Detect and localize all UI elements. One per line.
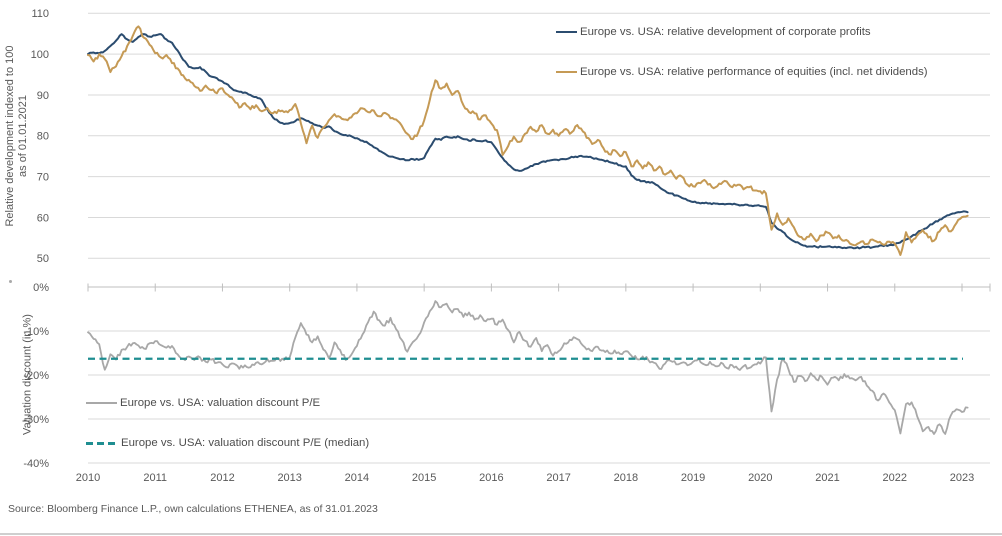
x-tick-label: 2013 xyxy=(277,472,301,484)
legend-label-valuation-discount-median: Europe vs. USA: valuation discount P/E (… xyxy=(121,437,370,449)
x-tick-label: 2019 xyxy=(681,472,705,484)
x-tick-label: 2015 xyxy=(412,472,436,484)
top-y-axis-title-line2: as of 01.01.2021 xyxy=(17,95,29,177)
y-tick-label: 100 xyxy=(31,49,49,61)
legend-item-equities: Europe vs. USA: relative performance of … xyxy=(556,66,928,78)
series-line-equities xyxy=(87,25,969,256)
y-tick-label: 0% xyxy=(33,282,49,294)
blue-line-sample-icon xyxy=(556,31,577,33)
bottom-border-line xyxy=(0,533,1002,535)
x-tick-label: 2011 xyxy=(143,472,167,484)
gray-line-sample-icon xyxy=(86,402,117,404)
x-tick-label: 2017 xyxy=(546,472,570,484)
y-tick-label: 110 xyxy=(31,8,49,20)
y-tick-label: 80 xyxy=(37,131,49,143)
x-tick-label: 2012 xyxy=(210,472,234,484)
x-tick-label: 2018 xyxy=(614,472,638,484)
y-tick-label: -10% xyxy=(23,326,49,338)
legend-label-valuation-discount: Europe vs. USA: valuation discount P/E xyxy=(120,397,321,409)
y-tick-label: -40% xyxy=(23,458,49,470)
x-tick-label: 2014 xyxy=(345,472,369,484)
bottom-y-axis-title: Valuation discount (in %) xyxy=(21,314,34,435)
top-y-axis-title: Relative development indexed to 100 as o… xyxy=(4,0,30,286)
legend-label-corporate-profits: Europe vs. USA: relative development of … xyxy=(580,26,871,38)
y-tick-label: 70 xyxy=(37,171,49,183)
y-tick-label: 60 xyxy=(37,212,49,224)
y-tick-label: -20% xyxy=(23,370,49,382)
x-tick-label: 2021 xyxy=(815,472,839,484)
legend-item-valuation-discount-median: Europe vs. USA: valuation discount P/E (… xyxy=(86,437,369,449)
series-line-valuation-discount xyxy=(87,300,969,435)
x-tick-label: 2022 xyxy=(883,472,907,484)
legend-item-corporate-profits: Europe vs. USA: relative development of … xyxy=(556,26,871,38)
top-y-axis-title-line1: Relative development indexed to 100 xyxy=(4,45,16,227)
legend-label-equities: Europe vs. USA: relative performance of … xyxy=(580,66,928,78)
y-tick-label: -30% xyxy=(23,414,49,426)
x-tick-label: 2010 xyxy=(76,472,100,484)
y-tick-label: 50 xyxy=(37,253,49,265)
legend-item-valuation-discount: Europe vs. USA: valuation discount P/E xyxy=(86,397,320,409)
x-tick-label: 2020 xyxy=(748,472,772,484)
y-tick-label: 90 xyxy=(37,90,49,102)
series-line-corporate-profits xyxy=(87,33,969,250)
gold-line-sample-icon xyxy=(556,71,577,73)
teal-dashed-line-sample-icon xyxy=(86,441,118,445)
stray-mark xyxy=(9,280,12,283)
x-tick-label: 2016 xyxy=(479,472,503,484)
source-note: Source: Bloomberg Finance L.P., own calc… xyxy=(8,503,378,515)
x-tick-label: 2023 xyxy=(950,472,974,484)
